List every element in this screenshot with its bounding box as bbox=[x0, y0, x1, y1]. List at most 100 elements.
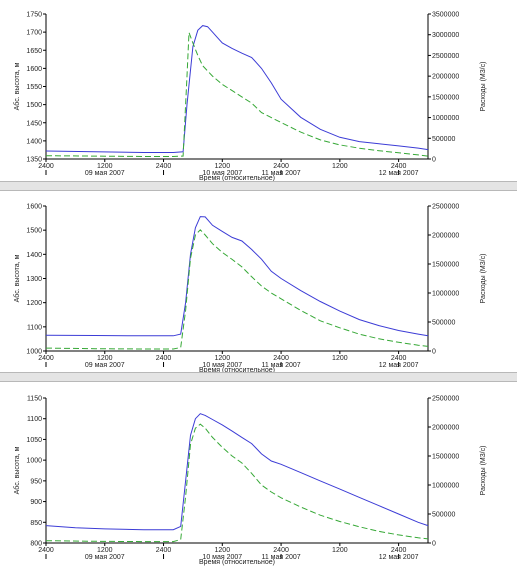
y2-tick-label: 500000 bbox=[432, 320, 455, 327]
y-tick-label: 1450 bbox=[26, 120, 42, 127]
y2-tick-label: 3000000 bbox=[432, 32, 459, 39]
x-tick-label: 1200 bbox=[97, 163, 113, 170]
y2-tick-label: 500000 bbox=[432, 512, 455, 519]
x-tick-label: 2400 bbox=[273, 355, 289, 362]
y-tick-label: 1000 bbox=[26, 458, 42, 465]
y2-axis-title: Расходы (М3/с) bbox=[480, 446, 487, 496]
x-tick-label: 2400 bbox=[391, 355, 407, 362]
y2-tick-label: 2500000 bbox=[432, 53, 459, 60]
y-tick-label: 1400 bbox=[26, 252, 42, 259]
date-label: 09 мая 2007 bbox=[85, 554, 125, 561]
y-tick-label: 1600 bbox=[26, 204, 42, 211]
y2-axis-title: Расходы (М3/с) bbox=[480, 254, 487, 304]
y2-tick-label: 2500000 bbox=[432, 396, 459, 403]
chart-panel-3: 800 850 900 950 1000 1050 1100 1150 0 500000 10000… bbox=[0, 382, 517, 571]
chart-panel-1: 1350 1400 1450 1500 1550 1600 1650 1700 1750 0 500… bbox=[0, 0, 517, 183]
date-label: 12 мая 2007 bbox=[379, 170, 419, 177]
chart-3: 800 850 900 950 1000 1050 1100 1150 0 500000 10000… bbox=[13, 396, 487, 567]
date-label: 12 мая 2007 bbox=[379, 362, 419, 369]
discharge-series-line bbox=[45, 32, 429, 157]
date-label: 09 мая 2007 bbox=[85, 170, 125, 177]
y2-tick-label: 0 bbox=[432, 541, 436, 548]
date-label: 11 мая 2007 bbox=[261, 554, 300, 561]
panel-separator[interactable] bbox=[0, 181, 517, 191]
y-tick-label: 1700 bbox=[26, 30, 42, 37]
level-series-line bbox=[45, 413, 429, 531]
date-label: 10 мая 2007 bbox=[202, 362, 242, 369]
level-series-line bbox=[45, 216, 429, 337]
date-label: 11 мая 2007 bbox=[261, 170, 300, 177]
y-axis-title: Абс. высота, м bbox=[13, 254, 21, 302]
y-tick-label: 800 bbox=[30, 541, 42, 548]
x-tick-label: 1200 bbox=[97, 547, 113, 554]
y-tick-label: 1400 bbox=[26, 138, 42, 145]
x-tick-label: 2400 bbox=[273, 163, 289, 170]
y2-tick-label: 0 bbox=[432, 157, 436, 164]
x-tick-label: 2400 bbox=[156, 163, 172, 170]
y2-tick-label: 2000000 bbox=[432, 74, 459, 81]
y-tick-label: 1300 bbox=[26, 276, 42, 283]
x-tick-label: 2400 bbox=[38, 163, 54, 170]
panel-separator[interactable] bbox=[0, 372, 517, 382]
x-tick-label: 1200 bbox=[215, 547, 231, 554]
y2-tick-label: 3500000 bbox=[432, 12, 459, 19]
y2-tick-label: 0 bbox=[432, 349, 436, 356]
level-series-line bbox=[45, 25, 429, 153]
chart-1: 1350 1400 1450 1500 1550 1600 1650 1700 1750 0 500… bbox=[13, 12, 487, 183]
x-tick-label: 1200 bbox=[215, 355, 231, 362]
discharge-series-line bbox=[45, 229, 429, 350]
x-tick-label: 2400 bbox=[38, 355, 54, 362]
y2-tick-label: 500000 bbox=[432, 136, 455, 143]
y2-tick-label: 2500000 bbox=[432, 204, 459, 211]
y-tick-label: 1100 bbox=[27, 324, 42, 331]
x-tick-label: 1200 bbox=[332, 163, 348, 170]
x-tick-label: 2400 bbox=[156, 355, 172, 362]
y-tick-label: 900 bbox=[30, 499, 42, 506]
y-tick-label: 1600 bbox=[26, 66, 42, 73]
y-tick-label: 1650 bbox=[26, 48, 42, 55]
x-tick-label: 2400 bbox=[38, 547, 54, 554]
y2-tick-label: 1000000 bbox=[432, 291, 459, 298]
y2-tick-label: 1000000 bbox=[432, 483, 459, 490]
date-label: 11 мая 2007 bbox=[261, 362, 300, 369]
x-tick-label: 2400 bbox=[391, 547, 407, 554]
y-tick-label: 1100 bbox=[27, 416, 42, 423]
chart-panel-2: 1000 1100 1200 1300 1400 1500 1600 0 500000 10000… bbox=[0, 191, 517, 375]
y-tick-label: 950 bbox=[30, 478, 42, 485]
y2-tick-label: 2000000 bbox=[432, 425, 459, 432]
y-tick-label: 1200 bbox=[26, 300, 42, 307]
y2-tick-label: 1500000 bbox=[432, 262, 459, 269]
y-axis-title: Абс. высота, м bbox=[13, 62, 21, 110]
y2-tick-label: 1000000 bbox=[432, 115, 459, 122]
chart-2: 1000 1100 1200 1300 1400 1500 1600 0 500000 10000… bbox=[13, 204, 487, 375]
y-tick-label: 1150 bbox=[27, 396, 42, 403]
y-tick-label: 850 bbox=[30, 520, 42, 527]
y-tick-label: 1050 bbox=[26, 437, 42, 444]
y-axis-title: Абс. высота, м bbox=[13, 446, 21, 494]
y2-axis-title: Расходы (М3/с) bbox=[480, 62, 487, 112]
date-label: 10 мая 2007 bbox=[202, 170, 242, 177]
y-tick-label: 1350 bbox=[26, 157, 42, 164]
x-tick-label: 1200 bbox=[215, 163, 231, 170]
y-tick-label: 1000 bbox=[26, 349, 42, 356]
y-tick-label: 1750 bbox=[26, 12, 42, 19]
y-tick-label: 1500 bbox=[26, 228, 42, 235]
y-tick-label: 1550 bbox=[26, 84, 42, 91]
x-axis-title: Время (относительное) bbox=[199, 367, 275, 372]
date-label: 12 мая 2007 bbox=[379, 554, 419, 561]
x-tick-label: 1200 bbox=[332, 355, 348, 362]
y-tick-label: 1500 bbox=[26, 102, 42, 109]
y2-tick-label: 1500000 bbox=[432, 94, 459, 101]
discharge-series-line bbox=[45, 423, 429, 543]
x-tick-label: 2400 bbox=[391, 163, 407, 170]
x-tick-label: 1200 bbox=[97, 355, 113, 362]
x-axis-title: Время (относительное) bbox=[199, 559, 275, 566]
x-tick-label: 2400 bbox=[273, 547, 289, 554]
y2-tick-label: 1500000 bbox=[432, 454, 459, 461]
x-axis-title: Время (относительное) bbox=[199, 175, 275, 181]
y2-tick-label: 2000000 bbox=[432, 233, 459, 240]
date-label: 10 мая 2007 bbox=[202, 554, 242, 561]
x-tick-label: 1200 bbox=[332, 547, 348, 554]
date-label: 09 мая 2007 bbox=[85, 362, 125, 369]
x-tick-label: 2400 bbox=[156, 547, 172, 554]
